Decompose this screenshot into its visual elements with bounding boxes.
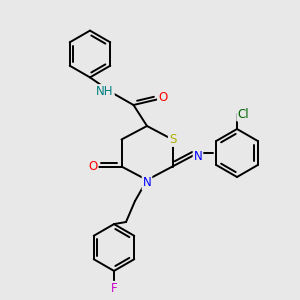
Text: F: F (111, 282, 117, 295)
Text: N: N (194, 149, 202, 163)
Text: S: S (169, 133, 176, 146)
Text: Cl: Cl (237, 107, 249, 121)
Text: O: O (88, 160, 98, 173)
Text: O: O (158, 91, 167, 104)
Text: NH: NH (96, 85, 114, 98)
Text: N: N (142, 176, 152, 190)
